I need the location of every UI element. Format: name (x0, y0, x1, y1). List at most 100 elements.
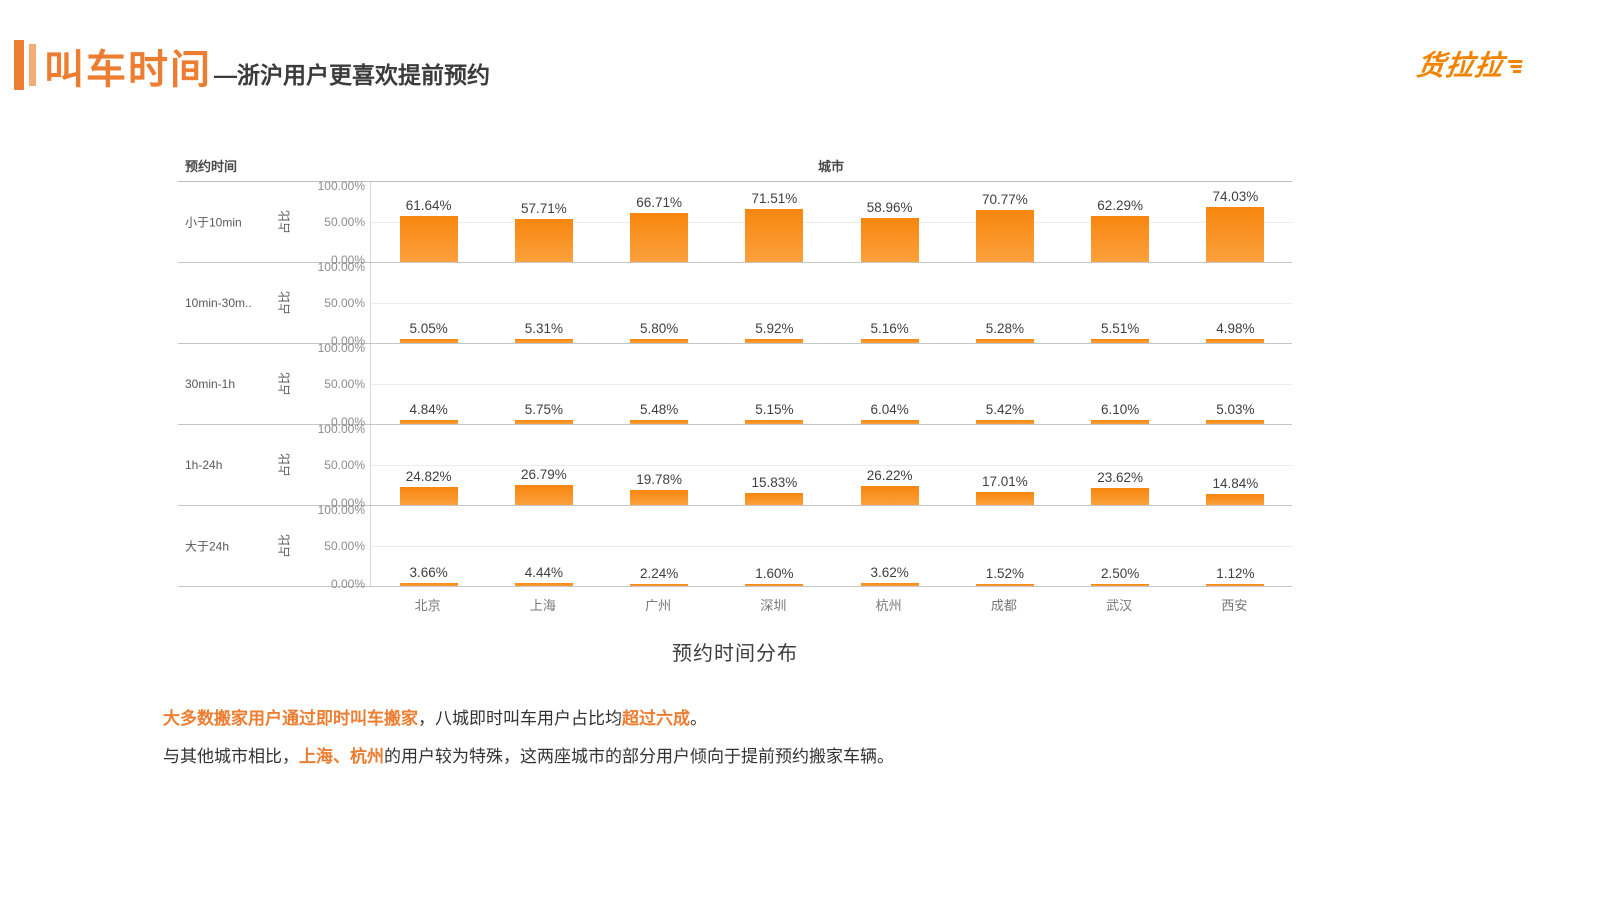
bar (399, 216, 458, 262)
panel-label-zone: 30min-1h 占比 100.00% 50.00% 0.00% (178, 341, 370, 428)
note-line-2: 与其他城市相比，上海、杭州的用户较为特殊，这两座城市的部分用户倾向于提前预约搬家… (163, 738, 894, 776)
bar-column: 5.03% (1178, 344, 1293, 424)
city-label: 深圳 (760, 598, 787, 613)
bar-value-label: 26.22% (866, 467, 913, 483)
value-axis-label: 占比 (277, 452, 292, 478)
bar-column: 1.12% (1178, 506, 1293, 586)
city-label: 西安 (1221, 598, 1248, 613)
bar-column: 3.66% (371, 506, 486, 586)
bar (1206, 207, 1265, 262)
plot-area: 4.84% 5.75% 5.48% 5.15% 6.04% 5.42% 6.10% 5.03% (370, 344, 1292, 424)
bar-column: 5.75% (486, 344, 601, 424)
plot-area: 5.05% 5.31% 5.80% 5.92% 5.16% 5.28% 5.51% 4.98% (370, 263, 1292, 343)
bar-value-label: 5.15% (755, 402, 794, 418)
y-tick: 100.00% (317, 341, 365, 355)
logo-speed-lines-icon (1505, 58, 1525, 75)
bar-value-label: 4.98% (1216, 321, 1255, 337)
bar-value-label: 58.96% (866, 200, 913, 216)
y-axis-ticks: 100.00% 50.00% 0.00% (293, 260, 365, 347)
y-tick: 50.00% (324, 296, 365, 310)
bar-column: 61.64% (371, 182, 486, 262)
bar-column: 19.78% (602, 425, 717, 505)
bar-column: 14.84% (1178, 425, 1293, 505)
chart-row-0: 小于10min 占比 100.00% 50.00% 0.00% 61.64% 57.71% 6… (178, 179, 1293, 266)
row-label: 小于10min (185, 215, 242, 230)
huolala-logo: 货拉拉 (1414, 44, 1527, 84)
note-segment: ，八城即时叫车用户占比均 (418, 709, 622, 728)
value-axis-label: 占比 (277, 290, 292, 316)
bar-column: 74.03% (1178, 182, 1293, 262)
bar-value-label: 5.80% (639, 320, 679, 336)
bar-column: 24.82% (371, 425, 486, 505)
title-accent (14, 40, 36, 90)
value-axis-label: 占比 (277, 533, 292, 559)
bar (399, 486, 458, 505)
bar-column: 1.52% (947, 506, 1062, 586)
bar-column: 5.16% (832, 263, 947, 343)
bar-column: 6.04% (832, 344, 947, 424)
bar-value-label: 24.82% (405, 468, 452, 484)
bar (1091, 338, 1150, 343)
bar-column: 5.51% (1063, 263, 1178, 343)
bar (745, 338, 804, 343)
bar-column: 5.05% (371, 263, 486, 343)
bar-value-label: 2.24% (639, 566, 679, 581)
bar (630, 490, 689, 505)
bar-value-label: 5.48% (639, 401, 679, 417)
gridline-50pct (371, 384, 1292, 385)
bar (745, 209, 804, 262)
note-segment: 超过六成 (622, 709, 690, 728)
bar-value-label: 3.66% (409, 565, 448, 581)
city-label: 北京 (414, 598, 441, 613)
y-tick: 100.00% (317, 503, 365, 517)
bar-value-label: 2.50% (1100, 566, 1140, 581)
bar-value-label: 5.51% (1100, 320, 1140, 336)
y-tick: 0.00% (330, 334, 365, 348)
bar-column: 5.31% (486, 263, 601, 343)
y-tick: 0.00% (330, 415, 365, 429)
bar-column: 15.83% (717, 425, 832, 505)
note-segment: 大多数搬家用户通过即时叫车搬家 (163, 709, 418, 728)
y-tick: 100.00% (317, 260, 365, 274)
bar-value-label: 5.42% (985, 402, 1025, 417)
bar (975, 492, 1034, 505)
note-segment: 与其他城市相比， (163, 747, 299, 766)
bar-value-label: 5.28% (985, 321, 1025, 337)
y-tick: 100.00% (317, 179, 365, 193)
bar-value-label: 1.12% (1216, 566, 1255, 581)
y-tick: 100.00% (317, 422, 365, 436)
chart-caption: 预约时间分布 (672, 643, 798, 665)
chart-row-3: 1h-24h 占比 100.00% 50.00% 0.00% 24.82% 26.79% 19… (178, 422, 1292, 509)
bar-value-label: 62.29% (1097, 197, 1144, 213)
y-tick: 0.00% (330, 496, 365, 510)
bar (399, 583, 458, 586)
panel-label-zone: 1h-24h 占比 100.00% 50.00% 0.00% (178, 422, 370, 509)
value-axis-label: 占比 (277, 371, 292, 397)
bar-value-label: 57.71% (520, 201, 567, 217)
note-segment: 。 (690, 709, 707, 728)
chart-booking-time: 预约时间 城市 小于10min 占比 100.00% 50.00% 0.00% 61.64… (178, 155, 1292, 666)
bar (1206, 584, 1265, 586)
row-label: 1h-24h (185, 458, 223, 472)
chart-header-row: 预约时间 城市 (178, 155, 1292, 182)
city-label: 成都 (990, 598, 1017, 613)
bar-value-label: 5.16% (870, 321, 909, 337)
accent-bar-primary (14, 40, 24, 90)
gridline-50pct (371, 303, 1292, 304)
panel-label-zone: 小于10min 占比 100.00% 50.00% 0.00% (178, 179, 370, 266)
bar-column: 6.10% (1063, 344, 1178, 424)
page-subtitle: —浙沪用户更喜欢提前预约 (214, 61, 490, 88)
bar-column: 66.71% (602, 182, 717, 262)
bar (399, 339, 458, 343)
y-tick: 50.00% (324, 215, 365, 229)
bar (1091, 584, 1150, 586)
bar-value-label: 17.01% (981, 474, 1028, 490)
bar-value-label: 3.62% (870, 565, 909, 581)
bar (745, 493, 804, 505)
plot-area: 24.82% 26.79% 19.78% 15.83% 26.22% 17.01% 23.6… (370, 425, 1292, 505)
bar-column: 62.29% (1063, 182, 1178, 262)
bar-column: 4.44% (486, 506, 601, 586)
y-axis-ticks: 100.00% 50.00% 0.00% (293, 179, 365, 266)
bar-value-label: 5.03% (1216, 402, 1255, 418)
